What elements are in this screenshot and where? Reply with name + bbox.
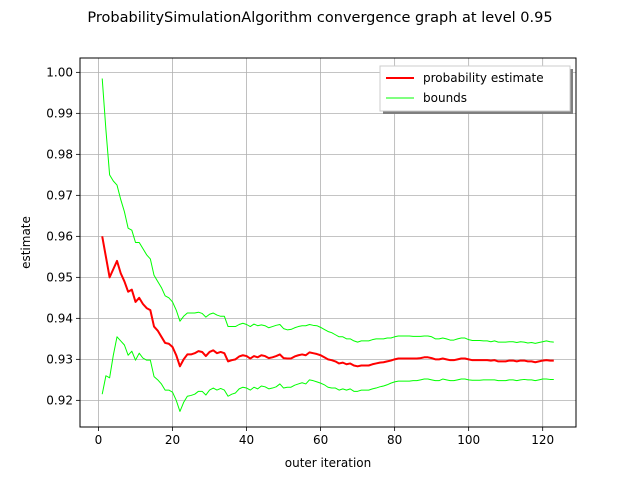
y-tick-label: 0.95: [46, 270, 73, 284]
y-tick-label: 0.98: [46, 147, 73, 161]
x-tick-label: 0: [95, 433, 103, 447]
y-tick-label: 1.00: [46, 65, 73, 79]
x-tick-label: 100: [457, 433, 480, 447]
legend-box: [379, 65, 571, 112]
x-tick-label: 60: [313, 433, 328, 447]
legend-entry-label: bounds: [423, 91, 467, 105]
y-tick-label: 0.96: [46, 229, 73, 243]
chart-title: ProbabilitySimulationAlgorithm convergen…: [87, 10, 552, 26]
x-tick-label: 40: [239, 433, 254, 447]
grid: [80, 58, 576, 427]
x-tick-label: 120: [531, 433, 554, 447]
ticks: 0 20 40 60 80 100 120 0.92 0.93 0.94 0.95 0.96 0.97 0…: [46, 65, 554, 447]
series-layer: [101, 78, 554, 412]
x-axis-label: outer iteration: [285, 456, 371, 470]
probability-estimate-line: [101, 236, 554, 368]
x-tick-label: 80: [387, 433, 402, 447]
y-tick-label: 0.93: [46, 352, 73, 366]
y-tick-label: 0.94: [46, 311, 73, 325]
y-tick-label: 0.99: [46, 106, 73, 120]
y-tick-label: 0.92: [46, 393, 73, 407]
legend: probability estimate bounds: [379, 65, 573, 114]
y-tick-label: 0.97: [46, 188, 73, 202]
bounds-upper-line: [101, 78, 554, 344]
y-axis-label: estimate: [19, 216, 33, 269]
bounds-lower-line: [101, 336, 554, 412]
legend-entry-label: probability estimate: [423, 71, 544, 85]
plot-frame: [79, 57, 577, 428]
x-tick-label: 20: [165, 433, 180, 447]
